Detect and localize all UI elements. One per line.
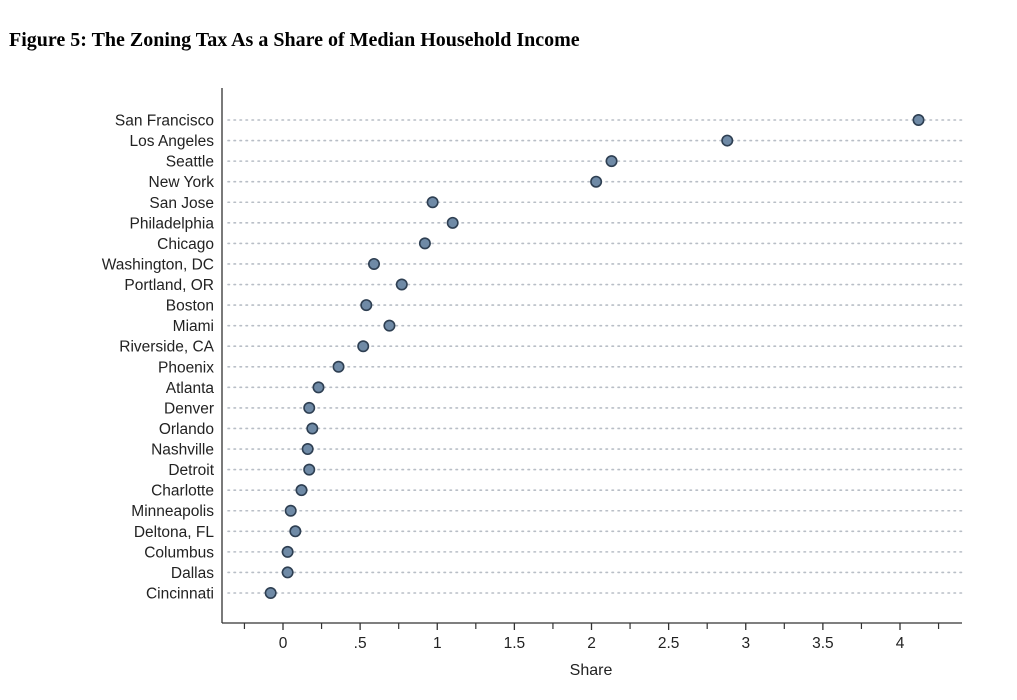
data-point	[306, 422, 319, 435]
x-axis-label: Share	[570, 662, 613, 679]
category-label: New York	[149, 174, 215, 191]
category-label: Charlotte	[151, 483, 214, 500]
category-label: Cincinnati	[146, 586, 214, 603]
data-point	[418, 237, 431, 250]
category-label: Denver	[164, 400, 214, 417]
x-tick-label: 1.5	[504, 635, 526, 652]
x-tick-label: 2.5	[658, 635, 680, 652]
category-label: Orlando	[159, 421, 214, 438]
category-label: Phoenix	[158, 359, 214, 376]
x-tick-label: 0	[279, 635, 288, 652]
category-label: Dallas	[171, 565, 214, 582]
data-point	[721, 134, 734, 147]
x-tick-label: .5	[354, 635, 367, 652]
category-label: Columbus	[144, 544, 214, 561]
data-point	[368, 257, 381, 270]
data-point	[395, 278, 408, 291]
data-point	[301, 443, 314, 456]
x-tick-label: 2	[587, 635, 596, 652]
category-label: Deltona, FL	[134, 524, 215, 541]
data-point	[284, 504, 297, 517]
data-point	[357, 340, 370, 353]
data-point	[360, 299, 373, 312]
x-tick-label: 3.5	[812, 635, 834, 652]
data-point	[426, 196, 439, 209]
data-point	[446, 216, 459, 229]
category-label: Washington, DC	[102, 256, 214, 273]
data-point	[912, 114, 925, 127]
data-point	[605, 155, 618, 168]
figure-title: Figure 5: The Zoning Tax As a Share of M…	[9, 29, 580, 51]
data-point	[303, 401, 316, 414]
data-point	[264, 586, 277, 599]
category-label: Philadelphia	[130, 215, 215, 232]
data-point	[303, 463, 316, 476]
x-tick-label: 3	[741, 635, 750, 652]
data-point	[383, 319, 396, 332]
category-label: Minneapolis	[131, 503, 214, 520]
category-label: San Francisco	[115, 113, 214, 130]
data-point	[289, 525, 302, 538]
data-point	[281, 566, 294, 579]
category-label: Miami	[173, 318, 214, 335]
data-point	[281, 545, 294, 558]
category-label: Atlanta	[166, 380, 215, 397]
x-tick-label: 4	[896, 635, 905, 652]
category-label: Portland, OR	[124, 277, 214, 294]
category-label: Los Angeles	[130, 133, 215, 150]
data-point	[312, 381, 325, 394]
category-label: Riverside, CA	[119, 339, 214, 356]
x-tick-label: 1	[433, 635, 442, 652]
category-label: Boston	[166, 298, 214, 315]
data-point	[590, 175, 603, 188]
category-label: Nashville	[151, 442, 214, 459]
category-label: San Jose	[149, 195, 214, 212]
category-label: Detroit	[168, 462, 214, 479]
data-point	[332, 360, 345, 373]
data-point	[295, 484, 308, 497]
category-label: Chicago	[157, 236, 214, 253]
category-label: Seattle	[166, 154, 214, 171]
